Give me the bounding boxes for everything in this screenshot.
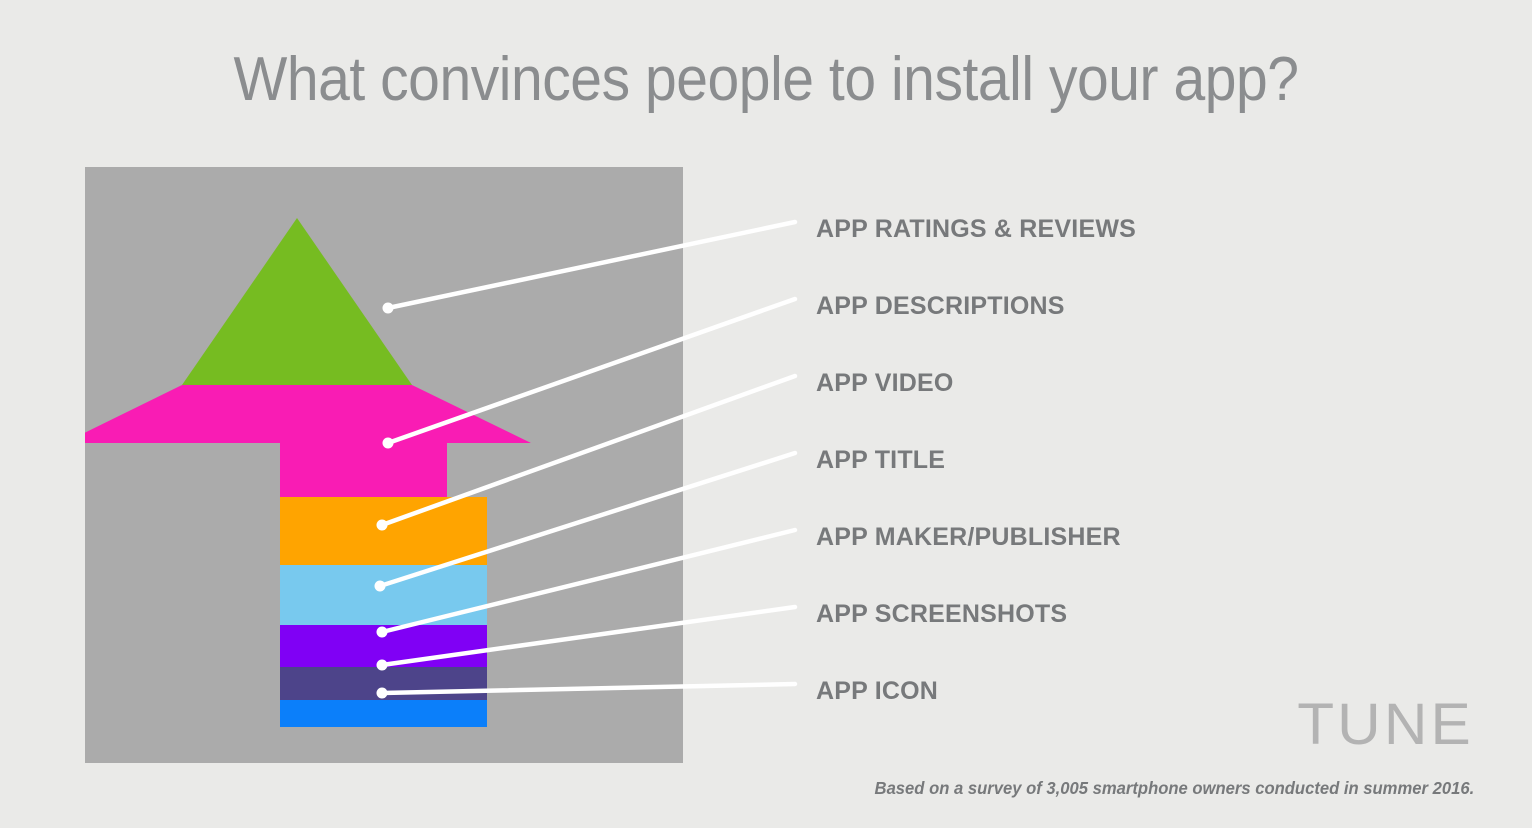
callout-label-app-screenshots: APP SCREENSHOTS <box>816 600 1068 628</box>
stacked-arrow-chart <box>85 167 683 763</box>
arrowhead-green <box>182 218 412 385</box>
callout-label-app-icon: APP ICON <box>816 677 938 705</box>
shaft-blue <box>280 700 487 727</box>
shaft-orange <box>280 497 487 565</box>
shaft-lightblue <box>280 565 487 625</box>
shaft-darkpurple <box>280 667 487 700</box>
arrow-final <box>85 167 683 763</box>
shaft-purple <box>280 625 487 667</box>
source-footnote: Based on a survey of 3,005 smartphone ow… <box>874 778 1474 798</box>
callout-label-app-descriptions: APP DESCRIPTIONS <box>816 292 1065 320</box>
callout-label-app-video: APP VIDEO <box>816 369 954 397</box>
tune-logo: TUNE <box>1297 692 1474 757</box>
callout-label-app-ratings-reviews: APP RATINGS & REVIEWS <box>816 215 1136 243</box>
callout-label-app-title: APP TITLE <box>816 446 946 474</box>
callout-label-app-maker-publisher: APP MAKER/PUBLISHER <box>816 523 1121 551</box>
page-title: What convinces people to install your ap… <box>233 45 1299 114</box>
